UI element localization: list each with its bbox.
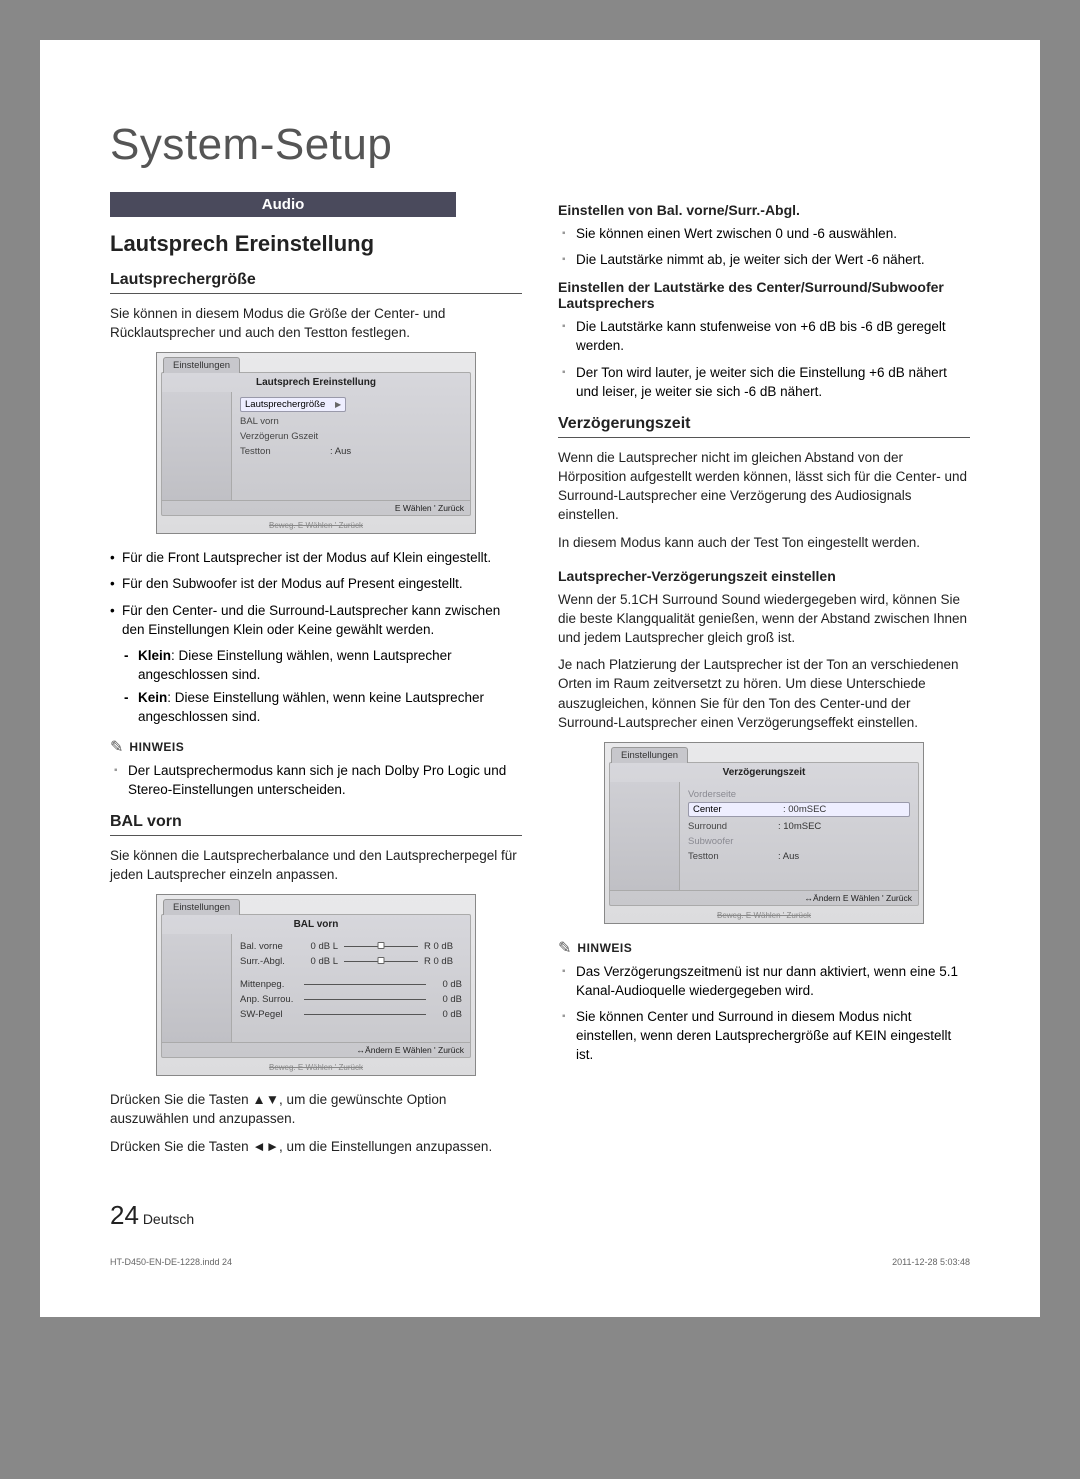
ui-panel: Lautsprech Ereinstellung Lautsprechergrö… <box>161 372 471 516</box>
ui-sidebar <box>162 934 232 1042</box>
footer-meta: HT-D450-EN-DE-1228.indd 24 2011-12-28 5:… <box>110 1257 970 1267</box>
hinweis-label: HINWEIS <box>577 941 632 955</box>
delay-sub-heading: Lautsprecher-Verzögerungszeit einstellen <box>558 568 970 584</box>
hinweis-list: Der Lautsprechermodus kann sich je nach … <box>110 761 522 799</box>
footer-right: 2011-12-28 5:03:48 <box>892 1257 970 1267</box>
vol-set-list: Die Lautstärke kann stufenweise von +6 d… <box>558 317 970 401</box>
ui-tab: Einstellungen <box>163 899 240 915</box>
ui-row-disabled: Subwoofer <box>688 834 910 849</box>
list-item: Klein: Diese Einstellung wählen, wenn La… <box>124 646 522 684</box>
list-item: Sie können einen Wert zwischen 0 und -6 … <box>558 224 970 243</box>
ui-footer: ↔Ändern E Wählen ' Zurück <box>610 890 918 905</box>
page-title: System-Setup <box>110 120 970 170</box>
ui-footer-strike: Beweg. E Wählen ' Zurück <box>605 910 923 923</box>
ui-row[interactable]: Surround: 10mSEC <box>688 819 910 834</box>
list-item: Die Lautstärke kann stufenweise von +6 d… <box>558 317 970 355</box>
ui-footer-strike: Beweg. E Wählen ' Zurück <box>157 1062 475 1075</box>
list-item: Für den Center- und die Surround-Lautspr… <box>110 601 522 639</box>
ui-footer: ↔Ändern E Wählen ' Zurück <box>162 1042 470 1057</box>
page: System-Setup Audio Lautsprech Ereinstell… <box>40 40 1040 1317</box>
bal-set-list: Sie können einen Wert zwischen 0 und -6 … <box>558 224 970 269</box>
ui-footer: E Wählen ' Zurück <box>162 500 470 515</box>
ui-sidebar <box>162 392 232 500</box>
ui-tab: Einstellungen <box>611 747 688 763</box>
ui-slider-row[interactable]: Bal. vorne0 dB LR 0 dB <box>240 939 462 954</box>
hinweis-row: ✎ HINWEIS <box>110 737 522 757</box>
list-item: Der Ton wird lauter, je weiter sich die … <box>558 363 970 401</box>
right-column: Einstellen von Bal. vorne/Surr.-Abgl. Si… <box>558 192 970 1164</box>
ui-row-disabled: Vorderseite <box>688 787 910 802</box>
bal-set-heading: Einstellen von Bal. vorne/Surr.-Abgl. <box>558 202 970 218</box>
footer-left: HT-D450-EN-DE-1228.indd 24 <box>110 1257 232 1267</box>
left-column: Audio Lautsprech Ereinstellung Lautsprec… <box>110 192 522 1164</box>
bal-after-1: Drücken Sie die Tasten ▲▼, um die gewüns… <box>110 1090 522 1128</box>
delay-p4: Je nach Platzierung der Lautsprecher ist… <box>558 655 970 732</box>
ui-row[interactable]: Verzögerun Gszeit <box>240 429 462 444</box>
speaker-size-bullets: Für die Front Lautsprecher ist der Modus… <box>110 548 522 639</box>
ui-tab: Einstellungen <box>163 357 240 373</box>
speaker-size-dash: Klein: Diese Einstellung wählen, wenn La… <box>124 646 522 727</box>
ui-title: Verzögerungszeit <box>610 763 918 782</box>
ui-row[interactable]: BAL vorn <box>240 414 462 429</box>
list-item: Sie können Center und Surround in diesem… <box>558 1007 970 1064</box>
ui-level-row[interactable]: Anp. Surrou.0 dB <box>240 992 462 1007</box>
list-item: Für den Subwoofer ist der Modus auf Pres… <box>110 574 522 593</box>
ui-title: BAL vorn <box>162 915 470 934</box>
note-icon: ✎ <box>558 938 571 958</box>
ui-panel: BAL vorn Bal. vorne0 dB LR 0 dB Surr.-Ab… <box>161 914 471 1058</box>
list-item: Für die Front Lautsprecher ist der Modus… <box>110 548 522 567</box>
delay-p3: Wenn der 5.1CH Surround Sound wiedergege… <box>558 590 970 647</box>
ui-row[interactable]: Testton: Aus <box>688 849 910 864</box>
bal-vorn-heading: BAL vorn <box>110 813 522 836</box>
bal-after-2: Drücken Sie die Tasten ◄►, um die Einste… <box>110 1137 522 1156</box>
speaker-size-heading: Lautsprechergröße <box>110 271 522 294</box>
chevron-right-icon: ▶ <box>335 400 341 409</box>
hinweis-list: Das Verzögerungszeitmenü ist nur dann ak… <box>558 962 970 1065</box>
hinweis-label: HINWEIS <box>129 740 184 754</box>
list-item: Das Verzögerungszeitmenü ist nur dann ak… <box>558 962 970 1000</box>
hinweis-row: ✎ HINWEIS <box>558 938 970 958</box>
ui-footer-strike: Beweg. E Wählen ' Zurück <box>157 520 475 533</box>
note-icon: ✎ <box>110 737 123 757</box>
audio-section-bar: Audio <box>110 192 456 217</box>
ui-slider-row[interactable]: Surr.-Abgl.0 dB LR 0 dB <box>240 954 462 969</box>
list-item: Der Lautsprechermodus kann sich je nach … <box>110 761 522 799</box>
ui-bal-vorn: Einstellungen BAL vorn Bal. vorne0 dB LR… <box>156 894 476 1076</box>
speaker-settings-heading: Lautsprech Ereinstellung <box>110 231 522 257</box>
bal-vorn-intro: Sie können die Lautsprecherbalance und d… <box>110 846 522 884</box>
ui-panel: Verzögerungszeit Vorderseite Center: 00m… <box>609 762 919 906</box>
ui-row-selected[interactable]: Center: 00mSEC <box>688 802 910 817</box>
ui-sidebar <box>610 782 680 890</box>
ui-level-row[interactable]: Mittenpeg.0 dB <box>240 977 462 992</box>
ui-level-row[interactable]: SW-Pegel0 dB <box>240 1007 462 1022</box>
delay-p1: Wenn die Lautsprecher nicht im gleichen … <box>558 448 970 525</box>
ui-row-selected[interactable]: Lautsprechergröße▶ <box>240 397 346 412</box>
delay-heading: Verzögerungszeit <box>558 415 970 438</box>
vol-set-heading: Einstellen der Lautstärke des Center/Sur… <box>558 279 970 311</box>
ui-delay: Einstellungen Verzögerungszeit Vordersei… <box>604 742 924 924</box>
ui-speaker-settings: Einstellungen Lautsprech Ereinstellung L… <box>156 352 476 534</box>
page-number: 24 Deutsch <box>110 1200 970 1231</box>
delay-p2: In diesem Modus kann auch der Test Ton e… <box>558 533 970 552</box>
columns: Audio Lautsprech Ereinstellung Lautsprec… <box>110 192 970 1164</box>
list-item: Die Lautstärke nimmt ab, je weiter sich … <box>558 250 970 269</box>
ui-title: Lautsprech Ereinstellung <box>162 373 470 392</box>
speaker-size-intro: Sie können in diesem Modus die Größe der… <box>110 304 522 342</box>
ui-row[interactable]: Testton: Aus <box>240 444 462 459</box>
list-item: Kein: Diese Einstellung wählen, wenn kei… <box>124 688 522 726</box>
